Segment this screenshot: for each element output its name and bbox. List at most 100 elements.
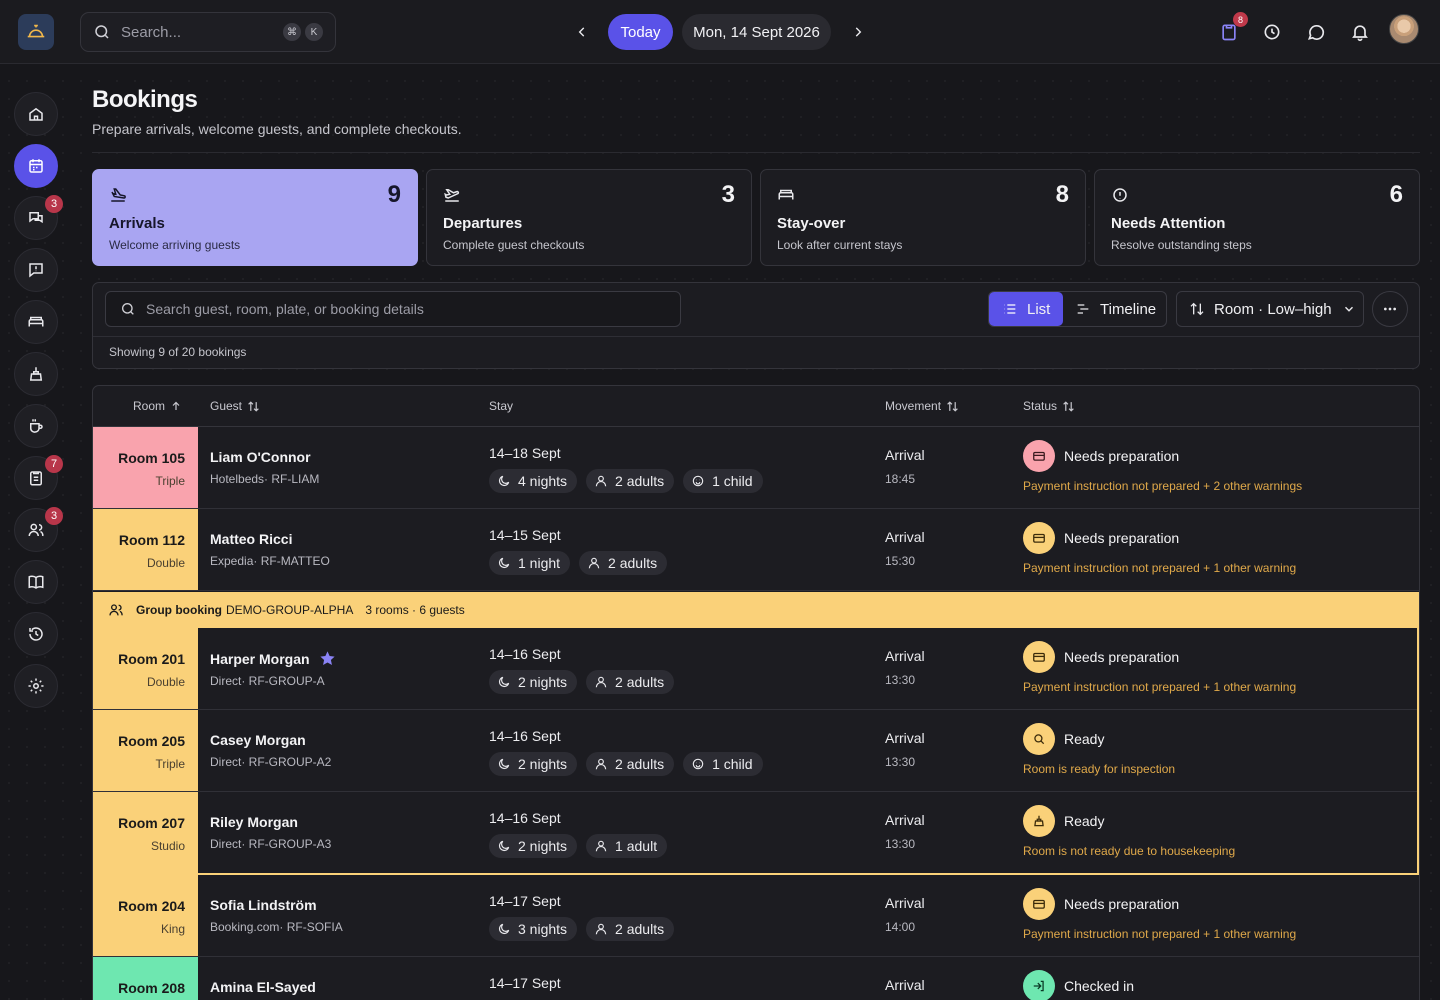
guest-name[interactable]: Harper Morgan [210,650,310,667]
date-picker[interactable]: Mon, 14 Sept 2026 [682,14,831,50]
group-label: Group booking [136,603,222,617]
guest-name[interactable]: Casey Morgan [210,732,306,748]
sidebar-settings[interactable] [14,664,58,708]
next-day-button[interactable] [848,22,868,42]
bell-icon[interactable] [1350,22,1370,42]
sidebar-guests[interactable] [14,508,58,552]
status-label: Ready [1064,731,1105,747]
guest-cell: Casey Morgan Direct· RF-GROUP-A2 [210,732,331,769]
stat-count: 6 [1389,181,1403,208]
stat-title: Stay-over [777,215,846,232]
global-search[interactable]: Search... ⌘ K [80,12,336,52]
chevron-down-icon [1344,306,1353,312]
guest-name[interactable]: Amina El-Sayed [210,979,316,995]
movement-time: 13:30 [885,673,916,687]
sidebar-history[interactable] [14,612,58,656]
adults-chip: 2 adults [586,670,675,694]
moon-icon [499,923,510,934]
sidebar-breakfast[interactable] [14,404,58,448]
movement-type: Arrival [885,730,925,746]
sidebar-guide[interactable] [14,560,58,604]
prev-day-button[interactable] [572,22,592,42]
sidebar-feedback[interactable] [14,248,58,292]
page-title: Bookings [92,86,198,113]
calendar-icon [29,159,43,173]
stat-card-attention[interactable]: 6 Needs Attention Resolve outstanding st… [1094,169,1420,266]
nights-chip: 2 nights [489,752,578,776]
housekeeping-icon [29,367,43,381]
stat-card-arrivals[interactable]: 9 Arrivals Welcome arriving guests [92,169,418,266]
stat-title: Departures [443,215,523,232]
user-avatar[interactable] [1389,14,1419,44]
guest-name[interactable]: Riley Morgan [210,814,298,830]
stat-card-stayover[interactable]: 8 Stay-over Look after current stays [760,169,1086,266]
list-view-button[interactable]: List [989,292,1063,326]
movement-type: Arrival [885,977,925,993]
sidebar-bookings[interactable] [14,144,58,188]
stat-card-departures[interactable]: 3 Departures Complete guest checkouts [426,169,752,266]
panel-divider [93,336,1419,337]
movement-cell: Arrival 13:30 [885,730,925,769]
status-cell: Needs preparation Payment instruction no… [1023,522,1296,575]
clock-icon[interactable] [1262,22,1282,42]
nights-label: 2 nights [518,674,568,690]
sort-dropdown[interactable]: Room · Low–high [1176,291,1364,327]
column-guest[interactable]: Guest [210,399,260,413]
booking-search-input[interactable]: Search guest, room, plate, or booking de… [105,291,681,327]
table-row[interactable]: Room 105 Triple Liam O'Connor Hotelbeds·… [93,427,1419,509]
table-row[interactable]: Room 201 Double Harper Morgan Direct· RF… [93,628,1419,710]
user-icon [595,923,607,935]
column-status[interactable]: Status [1023,399,1075,413]
table-row[interactable]: Room 207 Studio Riley Morgan Direct· RF-… [93,792,1419,874]
moon-icon [499,758,510,769]
stay-cell: 14–17 Sept 3 nights 2 adults [489,893,683,941]
movement-cell: Arrival 13:30 [885,812,925,851]
clipboard-icon [30,471,42,486]
stay-cell: 14–17 Sept [489,975,561,991]
moon-icon [499,676,510,687]
column-movement-label: Movement [885,399,942,413]
timeline-view-label: Timeline [1100,300,1157,318]
booking-source: Direct· RF-GROUP-A [210,674,325,688]
sidebar-housekeeping[interactable] [14,352,58,396]
timeline-view-button[interactable]: Timeline [1075,292,1165,326]
more-options-button[interactable] [1372,291,1408,327]
status-cell: Ready Room is not ready due to housekeep… [1023,805,1235,858]
table-row[interactable]: Room 112 Double Matteo Ricci Expedia· RF… [93,509,1419,591]
status-label: Needs preparation [1064,649,1180,665]
sort-icon [1063,400,1074,412]
star-icon [319,651,335,665]
user-icon [595,475,607,487]
stay-dates: 14–17 Sept [489,975,561,991]
group-booking-bar[interactable]: Group booking DEMO-GROUP-ALPHA 3 rooms ·… [93,592,1419,628]
adults-label: 2 adults [608,555,658,571]
message-icon[interactable] [1306,22,1326,42]
column-room[interactable]: Room [133,399,182,413]
table-row[interactable]: Room 208 Amina El-Sayed 14–17 Sept Arriv… [93,957,1419,1000]
movement-type: Arrival [885,895,925,911]
status-label: Checked in [1064,978,1135,994]
today-button[interactable]: Today [608,14,673,50]
guest-name[interactable]: Liam O'Connor [210,449,311,465]
table-row[interactable]: Room 204 King Sofia Lindström Booking.co… [93,875,1419,957]
guest-cell: Sofia Lindström Booking.com· RF-SOFIA [210,897,343,934]
bookings-table: Room Guest Stay Movement Status Room 105… [92,385,1420,1000]
adults-label: 2 adults [615,674,665,690]
stat-desc: Resolve outstanding steps [1111,238,1252,252]
sidebar-rooms[interactable] [14,300,58,344]
status-cell: Checked in [1023,970,1134,1000]
book-icon [28,575,44,589]
stay-cell: 14–16 Sept 2 nights 1 adult [489,810,676,858]
notes-icon[interactable] [1219,22,1239,42]
sidebar-home[interactable] [14,92,58,136]
room-cell: Room 207 Studio [93,792,198,873]
app-logo-icon[interactable] [18,14,54,50]
stay-cell: 14–16 Sept 2 nights 2 adults 1 child [489,728,772,776]
table-row[interactable]: Room 205 Triple Casey Morgan Direct· RF-… [93,710,1419,792]
magnifier-icon [1023,723,1055,755]
timeline-icon [1077,304,1089,314]
guest-name[interactable]: Sofia Lindström [210,897,317,913]
shortcut-key-cmd: ⌘ [283,23,301,41]
column-movement[interactable]: Movement [885,399,959,413]
guest-name[interactable]: Matteo Ricci [210,531,293,547]
